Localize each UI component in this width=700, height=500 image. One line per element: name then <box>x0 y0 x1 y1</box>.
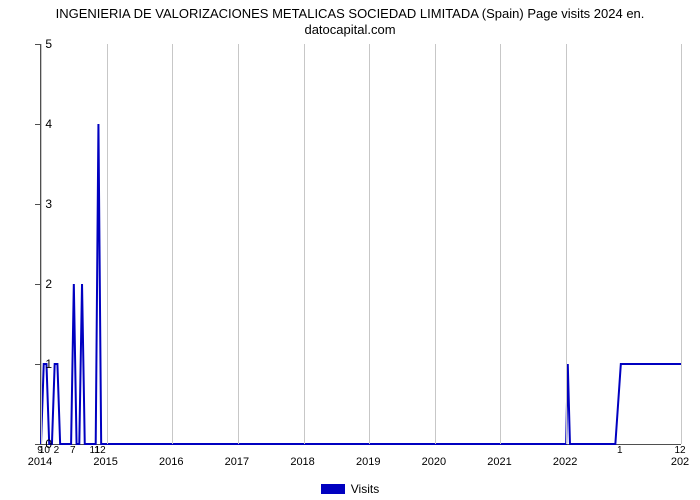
xtick-year-label: 2016 <box>159 456 183 468</box>
gridline-v <box>304 44 305 444</box>
line-chart-svg <box>41 44 681 444</box>
chart-title: INGENIERIA DE VALORIZACIONES METALICAS S… <box>0 6 700 39</box>
gridline-v <box>681 44 682 444</box>
ytick-label: 5 <box>45 37 52 51</box>
legend-swatch <box>321 484 345 494</box>
xtick-year-label: 2014 <box>28 456 52 468</box>
ytick <box>35 44 41 45</box>
legend-label: Visits <box>351 482 379 496</box>
xtick-minor-label: 1 <box>617 445 623 456</box>
gridline-v <box>435 44 436 444</box>
gridline-v <box>566 44 567 444</box>
ytick-label: 4 <box>45 117 52 131</box>
xtick-minor-label: 2 <box>54 445 60 456</box>
gridline-v <box>238 44 239 444</box>
xtick-year-label: 2018 <box>290 456 314 468</box>
visits-line <box>41 124 681 444</box>
ytick-label: 1 <box>45 357 52 371</box>
xtick-minor-label: 7 <box>70 445 76 456</box>
ytick <box>35 124 41 125</box>
xtick-year-label: 2015 <box>93 456 117 468</box>
xtick-year-label: 2020 <box>422 456 446 468</box>
xtick-year-label: 2017 <box>225 456 249 468</box>
gridline-v <box>41 44 42 444</box>
chart-container: INGENIERIA DE VALORIZACIONES METALICAS S… <box>0 0 700 500</box>
plot-area <box>40 44 681 445</box>
ytick <box>35 204 41 205</box>
ytick-label: 3 <box>45 197 52 211</box>
ytick <box>35 284 41 285</box>
xtick-minor-label: 12 <box>95 445 106 456</box>
ytick-label: 2 <box>45 277 52 291</box>
ytick-label: 0 <box>45 437 52 451</box>
xtick-year-label: 2021 <box>487 456 511 468</box>
gridline-v <box>107 44 108 444</box>
xtick-year-label: 2022 <box>553 456 577 468</box>
legend: Visits <box>0 482 700 496</box>
title-line1: INGENIERIA DE VALORIZACIONES METALICAS S… <box>56 6 645 21</box>
xtick-minor-label: 12 <box>674 445 685 456</box>
gridline-v <box>369 44 370 444</box>
gridline-v <box>172 44 173 444</box>
gridline-v <box>500 44 501 444</box>
ytick <box>35 364 41 365</box>
title-line2: datocapital.com <box>304 22 395 37</box>
xtick-year-label: 202 <box>671 456 689 468</box>
xtick-year-label: 2019 <box>356 456 380 468</box>
